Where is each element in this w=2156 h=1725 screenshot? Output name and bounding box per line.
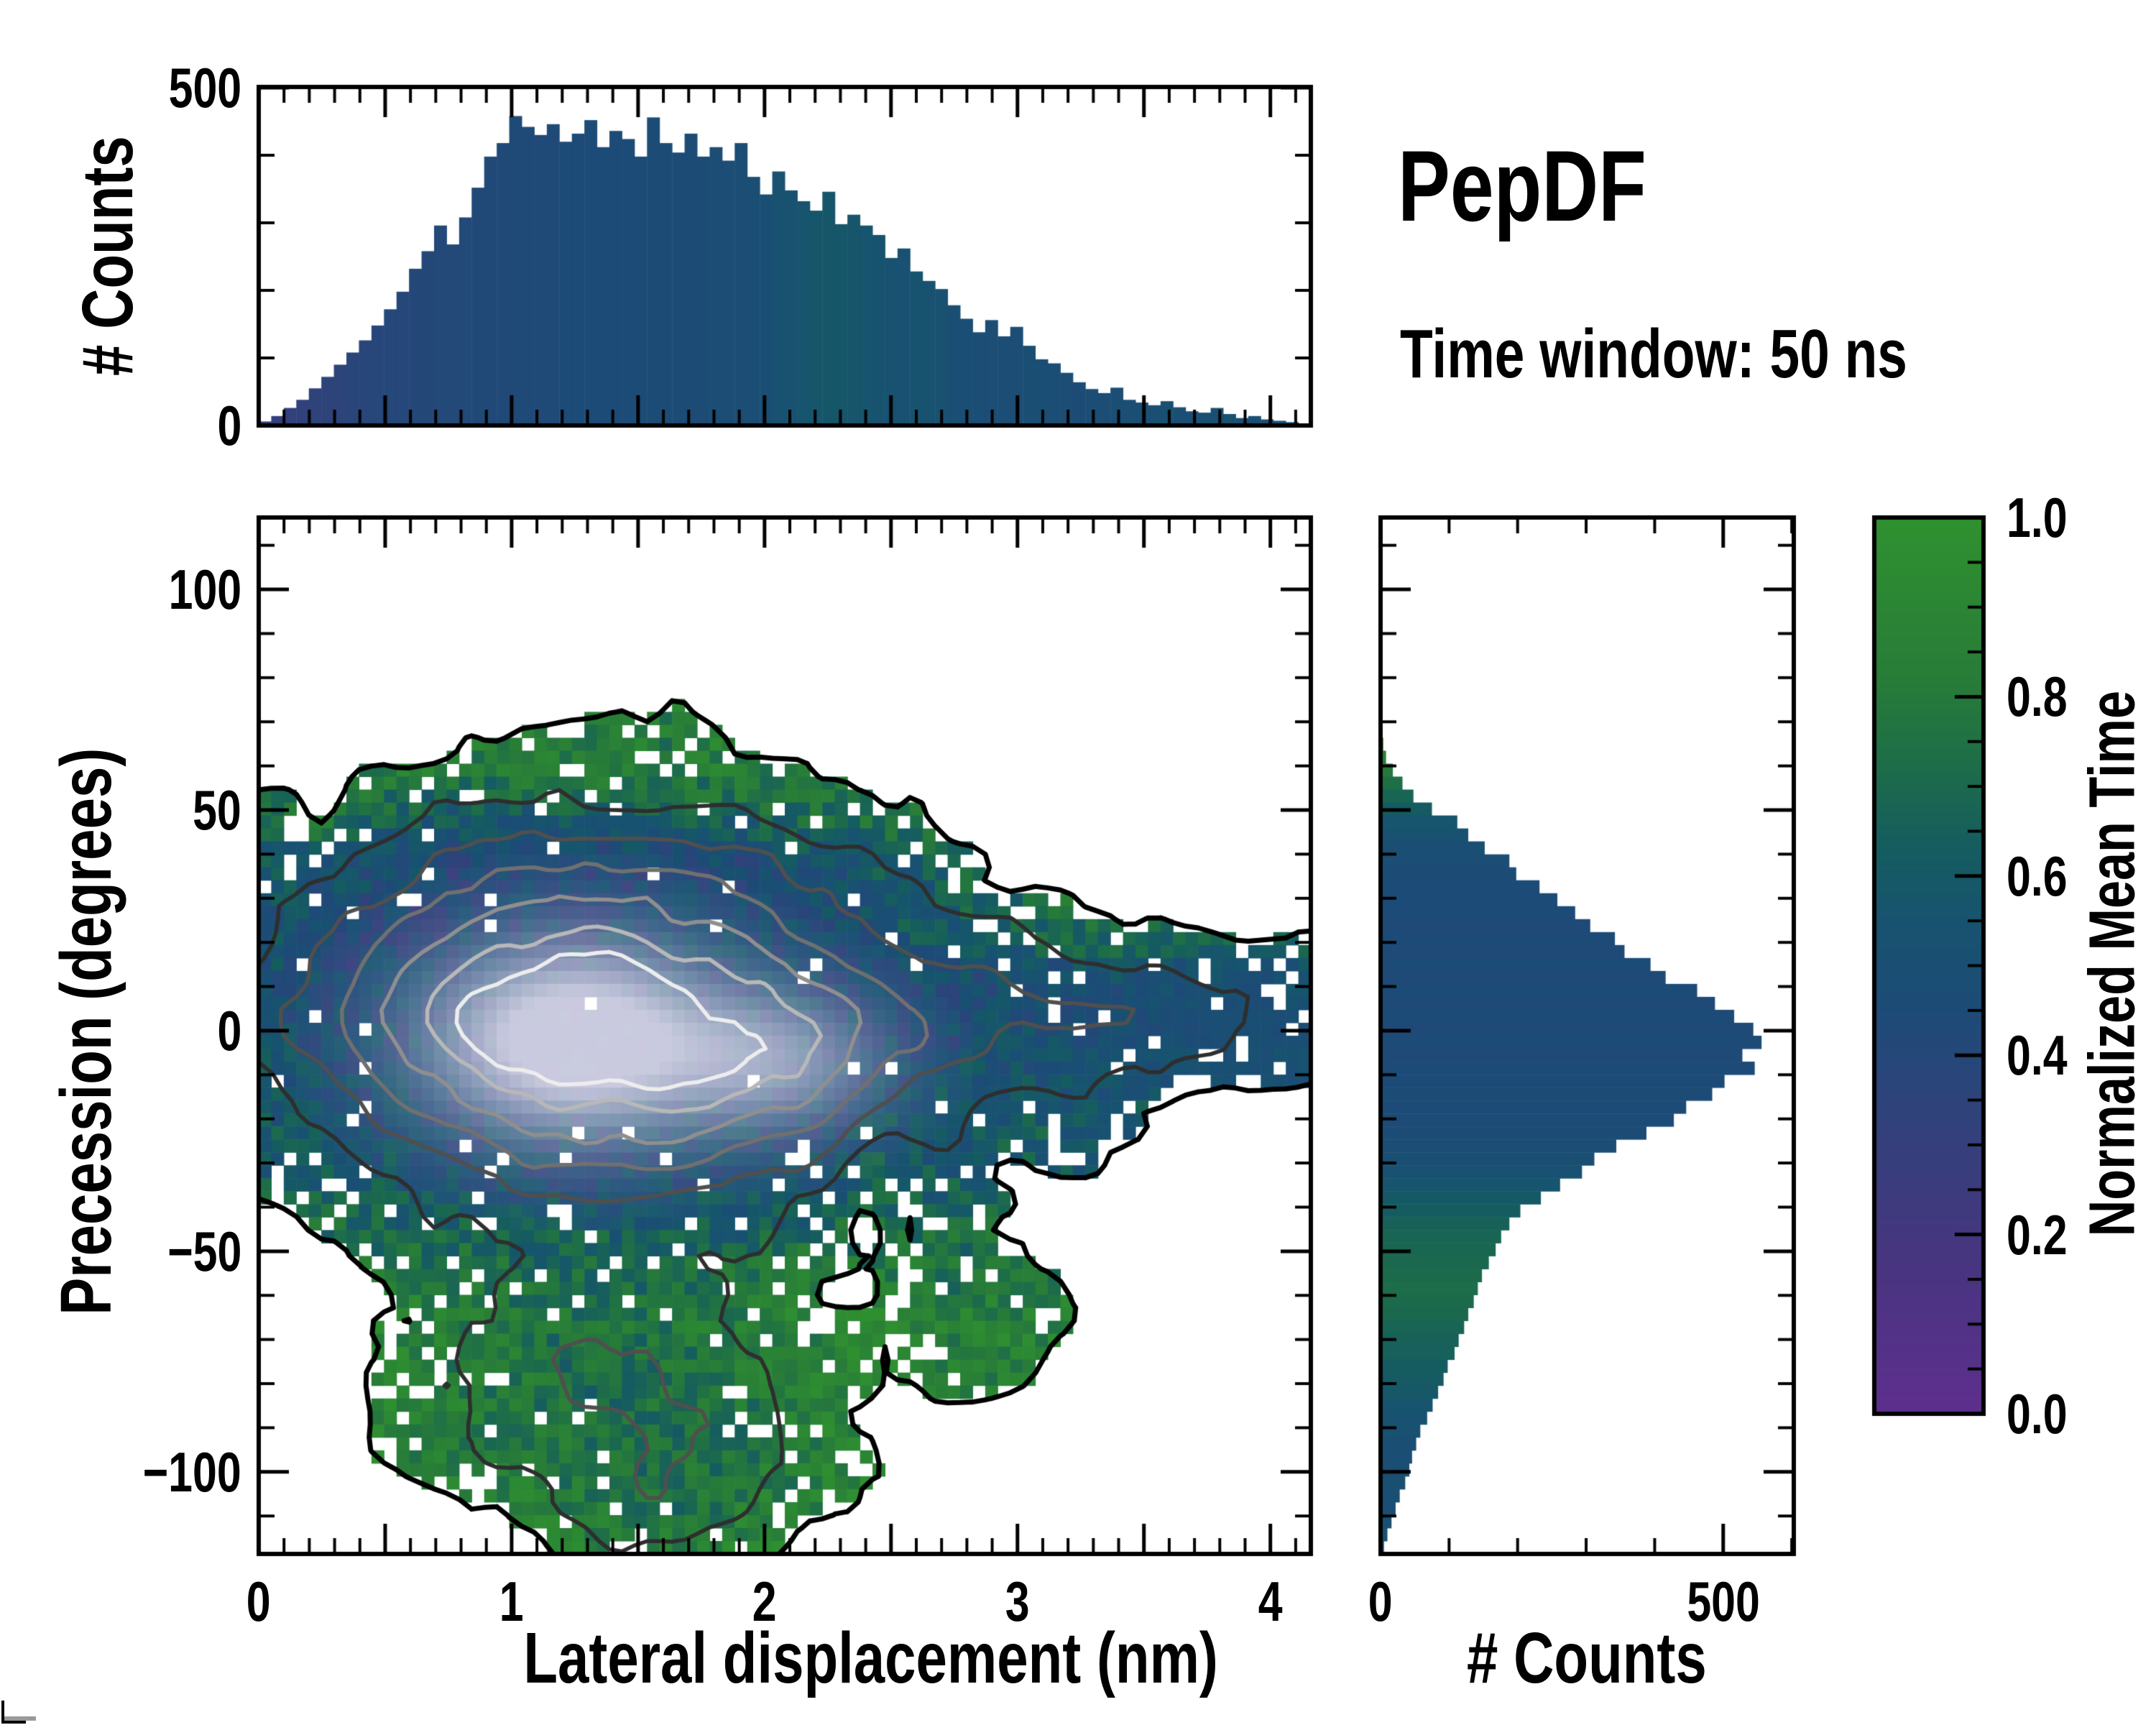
main-y-tick-label: 0 — [217, 998, 241, 1062]
top-hist-y-tick-label: 500 — [168, 56, 241, 119]
subtitle-time-window: Time window: 50 ns — [1400, 316, 1907, 392]
colorbar-tick-label: 0.2 — [2007, 1202, 2068, 1266]
main-x-tick-label: 3 — [1005, 1570, 1030, 1633]
colorbar-tick-label: 0.4 — [2007, 1024, 2068, 1087]
main-x-tick-label: 0 — [247, 1570, 271, 1633]
colorbar-tick-label: 0.6 — [2007, 844, 2068, 908]
colorbar-tick-label: 0.0 — [2007, 1382, 2068, 1445]
corner-artifact-gray — [4, 1716, 36, 1721]
main-y-tick-label: 50 — [193, 778, 241, 842]
right-hist-x-tick-label: 0 — [1368, 1570, 1393, 1633]
main-y-tick-label: −100 — [142, 1440, 241, 1504]
main-y-tick-label: −50 — [167, 1219, 241, 1283]
right-hist-x-tick-label: 500 — [1687, 1570, 1760, 1633]
main-x-tick-label: 1 — [499, 1570, 524, 1633]
colorbar-tick-label: 0.8 — [2007, 665, 2068, 729]
page-title: PepDF — [1398, 129, 1646, 242]
top-hist-y-tick-label: 0 — [217, 394, 241, 457]
colorbar-tick-label: 1.0 — [2007, 486, 2068, 549]
corner-artifact-horizontal — [1, 1721, 26, 1724]
right-hist-xlabel: # Counts — [1467, 1618, 1707, 1698]
corner-artifact-vertical — [1, 1701, 4, 1724]
main-x-tick-label: 2 — [752, 1570, 777, 1633]
main-xlabel: Lateral displacement (nm) — [523, 1618, 1218, 1698]
main-x-tick-label: 4 — [1258, 1570, 1283, 1633]
main-y-tick-label: 100 — [168, 558, 241, 622]
